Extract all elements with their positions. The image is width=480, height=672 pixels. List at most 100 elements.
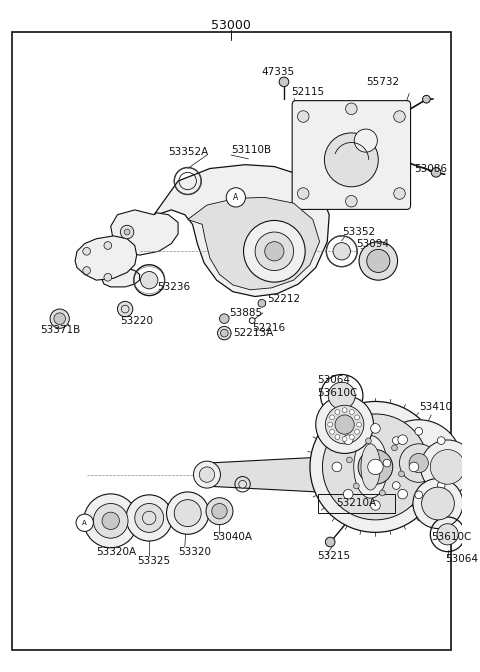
Text: 53064: 53064 (445, 554, 478, 564)
Text: 53110B: 53110B (231, 145, 271, 155)
Circle shape (431, 167, 441, 177)
Circle shape (84, 494, 138, 548)
Text: 53320: 53320 (178, 546, 211, 556)
Text: 53040A: 53040A (212, 532, 252, 542)
Polygon shape (101, 267, 140, 287)
Circle shape (358, 450, 393, 485)
Circle shape (342, 408, 347, 413)
Circle shape (265, 242, 284, 261)
Circle shape (366, 438, 372, 444)
Circle shape (298, 111, 309, 122)
Polygon shape (111, 210, 178, 255)
Ellipse shape (361, 444, 380, 490)
Circle shape (421, 487, 455, 520)
Circle shape (316, 396, 373, 454)
Circle shape (393, 437, 400, 444)
Circle shape (212, 503, 227, 519)
Text: 52212: 52212 (268, 294, 301, 304)
Circle shape (324, 133, 378, 187)
Circle shape (54, 313, 65, 325)
Circle shape (353, 483, 359, 489)
Circle shape (174, 500, 201, 527)
Circle shape (330, 429, 335, 434)
Circle shape (206, 498, 233, 525)
Text: 53210A: 53210A (336, 499, 376, 509)
Text: 53220: 53220 (120, 316, 153, 326)
Text: 53352A: 53352A (168, 147, 209, 157)
Circle shape (255, 232, 294, 271)
Text: 53885: 53885 (229, 308, 262, 318)
Circle shape (430, 450, 465, 485)
Circle shape (335, 415, 354, 434)
Circle shape (94, 503, 128, 538)
Circle shape (437, 523, 458, 545)
Circle shape (243, 220, 305, 282)
Circle shape (437, 437, 445, 444)
Text: 53000: 53000 (211, 19, 251, 32)
Circle shape (124, 229, 130, 235)
Circle shape (258, 300, 266, 307)
Circle shape (383, 459, 391, 467)
Circle shape (422, 95, 430, 103)
Text: A: A (233, 193, 239, 202)
Text: 53610C: 53610C (318, 388, 358, 398)
Circle shape (298, 187, 309, 200)
Circle shape (333, 243, 350, 260)
Circle shape (330, 415, 335, 420)
Circle shape (217, 327, 231, 340)
Circle shape (219, 314, 229, 323)
Circle shape (328, 422, 333, 427)
Circle shape (50, 309, 69, 329)
Circle shape (368, 459, 383, 474)
Circle shape (415, 427, 422, 435)
Circle shape (359, 242, 397, 280)
Circle shape (392, 445, 397, 451)
Circle shape (447, 459, 455, 467)
Circle shape (310, 401, 441, 532)
Text: 53320A: 53320A (96, 546, 136, 556)
Circle shape (437, 482, 445, 489)
Circle shape (347, 457, 352, 463)
Ellipse shape (354, 435, 387, 498)
Circle shape (415, 491, 422, 499)
Circle shape (325, 537, 335, 547)
Circle shape (126, 495, 172, 541)
Text: 53371B: 53371B (40, 325, 81, 335)
Circle shape (375, 420, 462, 507)
Circle shape (141, 271, 158, 289)
Text: 52213A: 52213A (233, 328, 273, 338)
Bar (318, 494, 395, 513)
Circle shape (76, 514, 94, 532)
Text: 52216: 52216 (252, 323, 285, 333)
Circle shape (118, 301, 133, 317)
Circle shape (349, 435, 354, 439)
Text: 53086: 53086 (414, 163, 447, 173)
FancyBboxPatch shape (292, 101, 410, 210)
Circle shape (104, 274, 112, 281)
Circle shape (193, 461, 220, 488)
Text: 53352: 53352 (342, 227, 375, 237)
Text: 53410: 53410 (419, 403, 452, 412)
Circle shape (354, 129, 377, 152)
Circle shape (349, 410, 354, 415)
Circle shape (393, 482, 400, 489)
Text: 47335: 47335 (262, 67, 295, 77)
Text: 53610C: 53610C (431, 532, 472, 542)
Polygon shape (75, 236, 137, 280)
Circle shape (420, 440, 475, 494)
Text: 53215: 53215 (318, 552, 351, 561)
Circle shape (346, 196, 357, 207)
Circle shape (413, 478, 463, 528)
Text: 52115: 52115 (292, 87, 325, 97)
Circle shape (371, 501, 380, 510)
Text: 53236: 53236 (157, 282, 190, 292)
Text: 53064: 53064 (318, 375, 351, 385)
Circle shape (239, 480, 246, 488)
Circle shape (332, 462, 342, 472)
Circle shape (120, 225, 134, 239)
Circle shape (226, 187, 245, 207)
Text: 53094: 53094 (356, 239, 389, 249)
Polygon shape (188, 198, 320, 290)
Circle shape (398, 471, 404, 476)
Circle shape (167, 492, 209, 534)
